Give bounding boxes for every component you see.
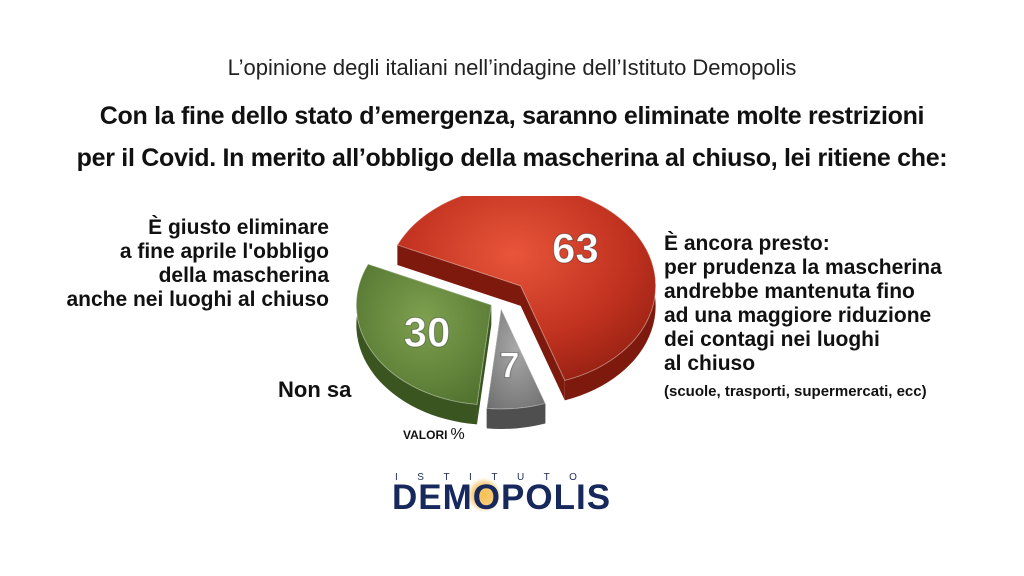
pie-chart: 63 7 30: [355, 196, 657, 429]
demopolis-logo: DEMOPOLIS: [392, 478, 611, 518]
units-text: VALORI: [403, 428, 448, 442]
question-line-1: Con la fine dello stato d’emergenza, sar…: [99, 102, 925, 130]
label-eliminate: È giusto eliminare a fine aprile l'obbli…: [66, 216, 329, 312]
pie-value-label-0: 63: [552, 225, 599, 272]
pie-slice-2: [355, 263, 492, 405]
label-eliminate-line-2: a fine aprile l'obbligo: [119, 240, 329, 263]
label-too-early-line-6: al chiuso: [664, 352, 756, 375]
label-too-early-line-1: È ancora presto:: [664, 232, 830, 255]
label-too-early-note: (scuole, trasporti, supermercati, ecc): [664, 383, 927, 400]
pie-tops: [355, 196, 657, 410]
chart-subtitle: L’opinione degli italiani nell’indagine …: [227, 55, 797, 80]
label-non-sa: Non sa: [278, 377, 352, 402]
label-too-early: È ancora presto: per prudenza la mascher…: [664, 232, 942, 404]
pie-slice-1: [486, 307, 546, 410]
logo-part-2: POLIS: [501, 478, 612, 517]
units-label: VALORI%: [403, 426, 465, 444]
pie-value-label-1: 7: [500, 345, 520, 386]
pie-slice-side-2: [356, 264, 477, 425]
label-eliminate-line-4: anche nei luoghi al chiuso: [66, 288, 329, 311]
label-too-early-line-2: per prudenza la mascherina: [664, 256, 942, 279]
label-too-early-line-3: andrebbe mantenuta fino: [664, 280, 915, 303]
pie-slice-inner-0: [397, 245, 565, 401]
chart-question: Con la fine dello stato d’emergenza, sar…: [0, 95, 1024, 179]
label-too-early-line-4: ad una maggiore riduzione: [664, 304, 932, 327]
logo-istituto: ISTITUTO: [395, 472, 597, 483]
pie-slice-side-1: [486, 403, 546, 429]
label-too-early-line-5: dei contagi nei luoghi: [664, 328, 880, 351]
label-eliminate-line-3: della mascherina: [158, 264, 329, 287]
pie-slice-0: [396, 196, 657, 381]
pie-value-label-2: 30: [404, 308, 451, 355]
units-symbol: %: [450, 426, 465, 443]
label-eliminate-line-1: È giusto eliminare: [148, 216, 329, 239]
pie-value-labels: 63 7 30: [403, 224, 599, 386]
logo-part-1: DEM: [392, 478, 473, 517]
logo-o: O: [466, 478, 502, 517]
question-line-2: per il Covid. In merito all’obbligo dell…: [76, 144, 948, 172]
